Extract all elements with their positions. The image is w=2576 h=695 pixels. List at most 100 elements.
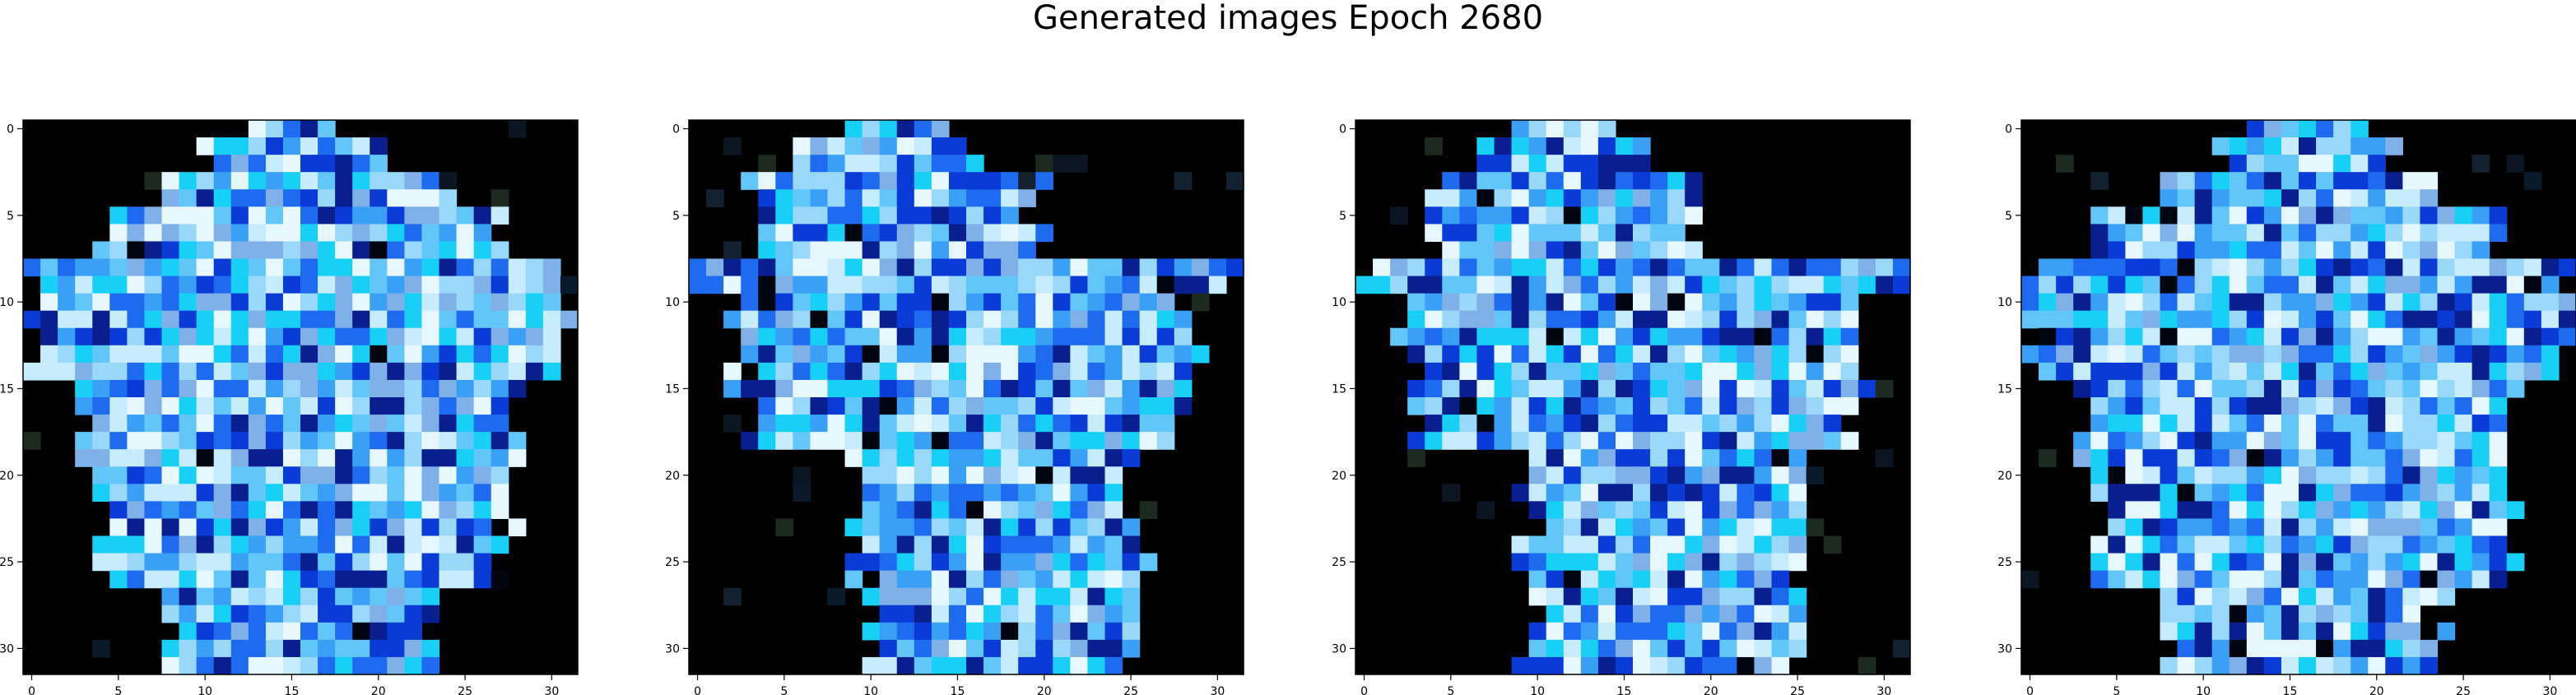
image-pixel [1070,640,1088,658]
image-pixel [457,328,475,346]
image-pixel [352,189,370,207]
image-pixel [949,311,967,329]
image-pixel [2073,449,2091,467]
image-pixel [863,380,881,398]
image-pixel [983,345,1002,364]
image-pixel [2178,311,2196,329]
image-pixel [1070,588,1088,606]
image-pixel [2212,449,2230,467]
image-pixel [2247,328,2265,346]
image-pixel [2264,259,2282,277]
image-pixel [1858,380,1876,398]
image-pixel [966,363,984,381]
image-pixel [810,189,828,207]
image-pixel [914,345,932,364]
image-pixel [1667,206,1686,225]
image-pixel [2299,657,2317,675]
image-pixel [1529,363,1547,381]
image-pixel [491,415,509,433]
image-pixel [144,449,162,467]
image-pixel [845,554,863,572]
image-pixel [214,501,232,519]
image-pixel [387,501,405,519]
image-pixel [2490,501,2508,519]
image-pixel [214,345,232,364]
image-pixel [2368,189,2386,207]
image-pixel [2108,397,2126,415]
image-pixel [2195,571,2213,589]
image-pixel [2021,571,2039,589]
image-pixel [300,363,319,381]
image-pixel [2212,466,2230,484]
image-pixel [1407,345,1425,364]
image-pixel [249,518,267,536]
y-tick-label: 0 [672,123,680,137]
image-pixel [92,311,110,329]
image-pixel [1512,120,1530,138]
image-pixel [144,501,162,519]
image-pixel [214,623,232,641]
image-pixel [421,518,439,536]
image-pixel [758,189,776,207]
image-pixel [2402,554,2420,572]
image-pixel [509,345,527,364]
x-tick-label: 5 [1447,685,1454,695]
image-pixel [845,345,863,364]
image-pixel [1105,328,1123,346]
image-pixel [1616,363,1634,381]
image-panel-2: 0 5 10 15 20 25 30051015202530 [665,120,1244,695]
image-pixel [2090,380,2109,398]
image-pixel [1546,484,1565,502]
image-pixel [109,276,128,294]
image-pixel [949,536,967,554]
image-pixel [880,311,898,329]
image-pixel [2108,484,2126,502]
image-pixel [966,276,984,294]
image-pixel [2490,554,2508,572]
image-pixel [863,189,881,207]
image-pixel [1824,363,1842,381]
image-pixel [845,189,863,207]
image-pixel [1140,259,1158,277]
image-pixel [1616,571,1634,589]
image-pixel [474,241,492,259]
image-pixel [300,657,319,675]
image-pixel [1459,380,1477,398]
image-pixel [2160,466,2178,484]
image-pixel [300,380,319,398]
image-pixel [404,363,422,381]
image-pixel [249,189,267,207]
image-pixel [1702,328,1720,346]
image-pixel [2316,501,2334,519]
image-pixel [2090,259,2109,277]
image-pixel [2212,415,2230,433]
image-pixel [2385,415,2403,433]
image-pixel [1737,276,1755,294]
image-pixel [2212,189,2230,207]
image-pixel [845,415,863,433]
image-pixel [2160,311,2178,329]
image-pixel [897,501,915,519]
x-tick-label: 30 [2542,685,2557,695]
image-pixel [966,380,984,398]
image-pixel [457,501,475,519]
image-pixel [2230,380,2248,398]
image-pixel [1789,623,1807,641]
image-pixel [1806,518,1825,536]
image-pixel [966,554,984,572]
image-pixel [162,241,180,259]
image-pixel [828,276,846,294]
image-pixel [2541,363,2560,381]
image-pixel [1702,484,1720,502]
image-pixel [144,415,162,433]
image-pixel [300,397,319,415]
image-pixel [2385,518,2403,536]
image-pixel [1070,328,1088,346]
image-pixel [828,311,846,329]
image-pixel [741,172,759,190]
image-pixel [914,172,932,190]
image-pixel [2125,571,2143,589]
image-pixel [491,276,509,294]
image-pixel [352,623,370,641]
image-pixel [2195,657,2213,675]
